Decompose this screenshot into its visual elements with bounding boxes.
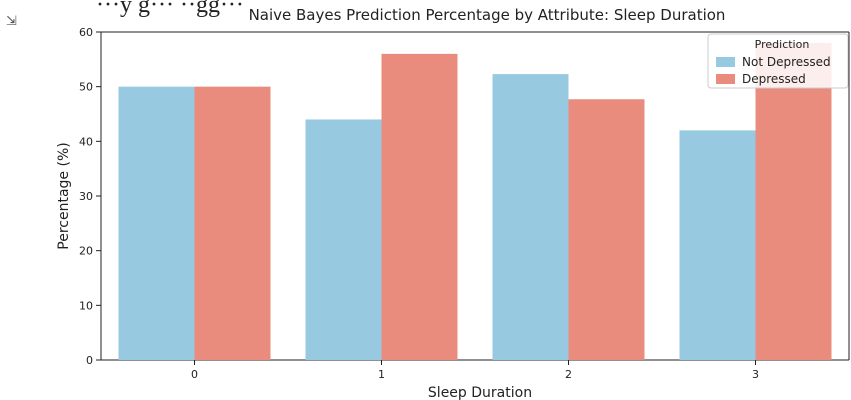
y-tick-label-50: 50 [79, 81, 93, 94]
legend-label-depressed: Depressed [742, 72, 806, 86]
bar-depressed-1 [381, 53, 458, 360]
bar-not-depressed-3 [679, 130, 756, 360]
output-toggle-icon[interactable]: ⇲ [6, 14, 17, 29]
y-tick-label-60: 60 [79, 26, 93, 39]
y-axis-label: Percentage (%) [56, 142, 72, 249]
x-tick-label-1: 1 [378, 368, 385, 381]
x-axis-label: Sleep Duration [428, 385, 532, 400]
legend-box [707, 33, 849, 89]
bar-depressed-3 [755, 42, 832, 360]
cutoff-text: ···y g··· ··gg··· [96, 0, 244, 18]
bar-depressed-0 [194, 86, 271, 361]
bar-not-depressed-1 [305, 119, 382, 360]
legend-swatch-not-depressed [716, 57, 735, 67]
y-tick-label-10: 10 [79, 299, 93, 312]
legend: Prediction Not Depressed Depressed [707, 33, 849, 89]
legend-swatch-depressed [716, 74, 735, 84]
legend-label-not-depressed: Not Depressed [742, 55, 831, 69]
bar-not-depressed-2 [492, 74, 569, 361]
bar-depressed-2 [568, 99, 645, 361]
legend-title: Prediction [755, 38, 810, 51]
bars [118, 42, 832, 361]
x-tick-label-3: 3 [752, 368, 759, 381]
y-tick-label-0: 0 [86, 354, 93, 367]
axes: 0 10 20 30 40 50 60 0 1 2 3 [79, 26, 850, 381]
y-tick-label-20: 20 [79, 245, 93, 258]
bar-not-depressed-0 [118, 86, 195, 361]
chart-title: Naive Bayes Prediction Percentage by Att… [249, 6, 726, 24]
y-tick-label-40: 40 [79, 135, 93, 148]
x-tick-label-0: 0 [191, 368, 198, 381]
x-tick-label-2: 2 [565, 368, 572, 381]
y-tick-label-30: 30 [79, 190, 93, 203]
